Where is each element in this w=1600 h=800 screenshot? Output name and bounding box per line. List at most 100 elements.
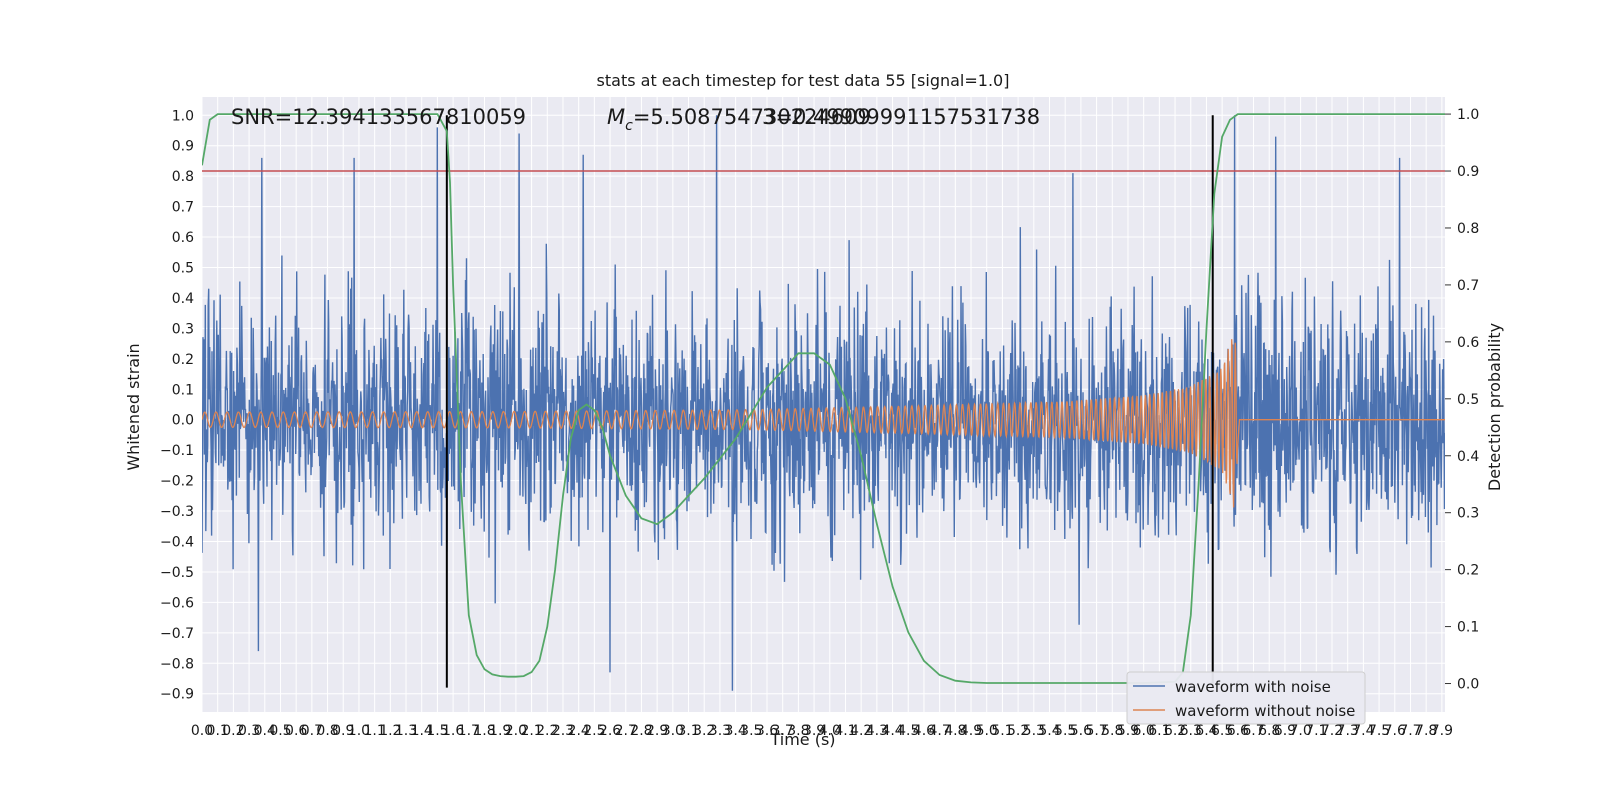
x-tick-label: 1.4 [411, 723, 433, 739]
y-tick-label: −0.6 [160, 595, 194, 611]
y-tick-label: −0.9 [160, 687, 194, 703]
x-tick-label: 4.8 [944, 723, 966, 739]
x-tick-label: 5.1 [991, 723, 1013, 739]
x-tick-label: 6.1 [1148, 723, 1170, 739]
y-tick-label: 0.2 [172, 352, 194, 368]
y-tick-label: 0.6 [172, 230, 194, 246]
y-tick-label: 0.9 [172, 139, 194, 155]
x-tick-label: 1.6 [442, 723, 464, 739]
legend: waveform with noise waveform without noi… [1126, 671, 1366, 725]
x-tick-label: 1.7 [458, 723, 480, 739]
x-tick-label: 5.2 [1007, 723, 1029, 739]
y-right-tick-label: 0.8 [1457, 221, 1479, 237]
y-tick-label: 0.5 [172, 260, 194, 276]
x-axis: 0.00.10.20.30.40.50.60.70.80.91.01.11.21… [191, 723, 1453, 739]
y-right-tick-label: 1.0 [1457, 107, 1479, 123]
series-waveform-with-noise [202, 115, 1445, 691]
x-tick-label: 3.9 [803, 723, 825, 739]
chirp-mass-annotation: Mc=5.508754730224609 [607, 105, 871, 134]
y-axis-left: 1.0 0.9 0.8 0.7 0.6 0.5 0.4 0.3 0.2 0.1 0.0 −0.1 −0.… [160, 108, 194, 702]
y-axis-label: Whitened strain [124, 343, 143, 470]
x-tick-label: 2.7 [615, 723, 637, 739]
y-tick-label: 0.3 [172, 321, 194, 337]
x-axis-label: Time (s) [769, 730, 835, 749]
x-tick-label: 4.1 [834, 723, 856, 739]
x-tick-label: 6.7 [1242, 723, 1264, 739]
y-right-tick-label: 0.5 [1457, 392, 1479, 408]
chart-title: stats at each timestep for test data 55 … [597, 71, 1010, 90]
legend-entry-noise: waveform with noise [1175, 678, 1331, 696]
y-tick-label: −0.7 [160, 626, 194, 642]
y-tick-label: 0.8 [172, 169, 194, 185]
y-tick-label: −0.1 [160, 443, 194, 459]
x-tick-label: 2.3 [552, 723, 574, 739]
x-tick-label: 4.9 [960, 723, 982, 739]
x-tick-label: 3.0 [662, 723, 684, 739]
x-tick-label: 3.6 [756, 723, 778, 739]
x-tick-label: 6.2 [1164, 723, 1186, 739]
y-right-tick-label: 0.7 [1457, 278, 1479, 294]
x-tick-label: 6.0 [1133, 723, 1155, 739]
x-tick-label: 0.3 [238, 723, 260, 739]
x-tick-label: 5.7 [1085, 723, 1107, 739]
x-tick-label: 2.6 [599, 723, 621, 739]
x-tick-label: 6.5 [1211, 723, 1233, 739]
y-tick-label: 0.7 [172, 200, 194, 216]
x-tick-label: 5.0 [976, 723, 998, 739]
y-axis-right: 1.0 0.9 0.8 0.7 0.6 0.5 0.4 0.3 0.2 0.1 0.0 [1445, 107, 1479, 693]
x-tick-label: 2.8 [630, 723, 652, 739]
x-tick-label: 7.2 [1321, 723, 1343, 739]
y-tick-label: −0.8 [160, 656, 194, 672]
y-tick-label: 0.0 [172, 413, 194, 429]
x-tick-label: 5.6 [1070, 723, 1092, 739]
y-right-tick-label: 0.6 [1457, 335, 1479, 351]
x-tick-label: 0.4 [254, 723, 276, 739]
x-tick-label: 4.7 [929, 723, 951, 739]
x-tick-label: 4.4 [881, 723, 903, 739]
x-tick-label: 1.2 [379, 723, 401, 739]
x-tick-label: 2.9 [646, 723, 668, 739]
y-right-tick-label: 0.9 [1457, 164, 1479, 180]
x-tick-label: 4.0 [819, 723, 841, 739]
x-tick-label: 6.9 [1274, 723, 1296, 739]
y-right-tick-label: 0.4 [1457, 449, 1479, 465]
x-tick-label: 5.5 [1054, 723, 1076, 739]
x-tick-label: 3.3 [709, 723, 731, 739]
y-tick-label: −0.5 [160, 565, 194, 581]
x-tick-label: 7.4 [1352, 723, 1374, 739]
legend-entry-clean: waveform without noise [1175, 702, 1355, 720]
x-tick-label: 3.2 [693, 723, 715, 739]
x-tick-label: 3.4 [724, 723, 746, 739]
y-right-tick-label: 0.1 [1457, 620, 1479, 636]
x-tick-label: 3.8 [787, 723, 809, 739]
chirp-mass-subscript: c [625, 118, 633, 134]
x-tick-label: 1.0 [348, 723, 370, 739]
x-tick-label: 5.9 [1117, 723, 1139, 739]
y-tick-label: −0.2 [160, 474, 194, 490]
x-tick-label: 1.9 [489, 723, 511, 739]
x-tick-label: 0.0 [191, 723, 213, 739]
snr-annotation: SNR=12.394133567810059 [231, 105, 526, 129]
x-tick-label: 1.3 [395, 723, 417, 739]
x-tick-label: 0.8 [316, 723, 338, 739]
y-right-tick-label: 0.3 [1457, 506, 1479, 522]
x-tick-label: 6.3 [1180, 723, 1202, 739]
x-tick-label: 5.4 [1038, 723, 1060, 739]
chirp-mass-value: =5.508754730224609 [633, 105, 871, 129]
x-tick-label: 1.8 [473, 723, 495, 739]
y-tick-label: 0.4 [172, 291, 194, 307]
y-right-tick-label: 0.2 [1457, 563, 1479, 579]
y-right-tick-label: 0.0 [1457, 677, 1479, 693]
x-tick-label: 3.5 [740, 723, 762, 739]
x-tick-label: 5.8 [1101, 723, 1123, 739]
x-tick-label: 7.8 [1415, 723, 1437, 739]
x-tick-label: 6.4 [1195, 723, 1217, 739]
x-tick-label: 3.7 [772, 723, 794, 739]
x-tick-label: 0.9 [332, 723, 354, 739]
x-tick-label: 4.2 [850, 723, 872, 739]
x-tick-label: 2.0 [505, 723, 527, 739]
x-tick-label: 1.1 [364, 723, 386, 739]
x-tick-label: 0.5 [269, 723, 291, 739]
x-tick-label: 5.3 [1023, 723, 1045, 739]
y-axis-right-label: Detection probability [1485, 323, 1504, 491]
